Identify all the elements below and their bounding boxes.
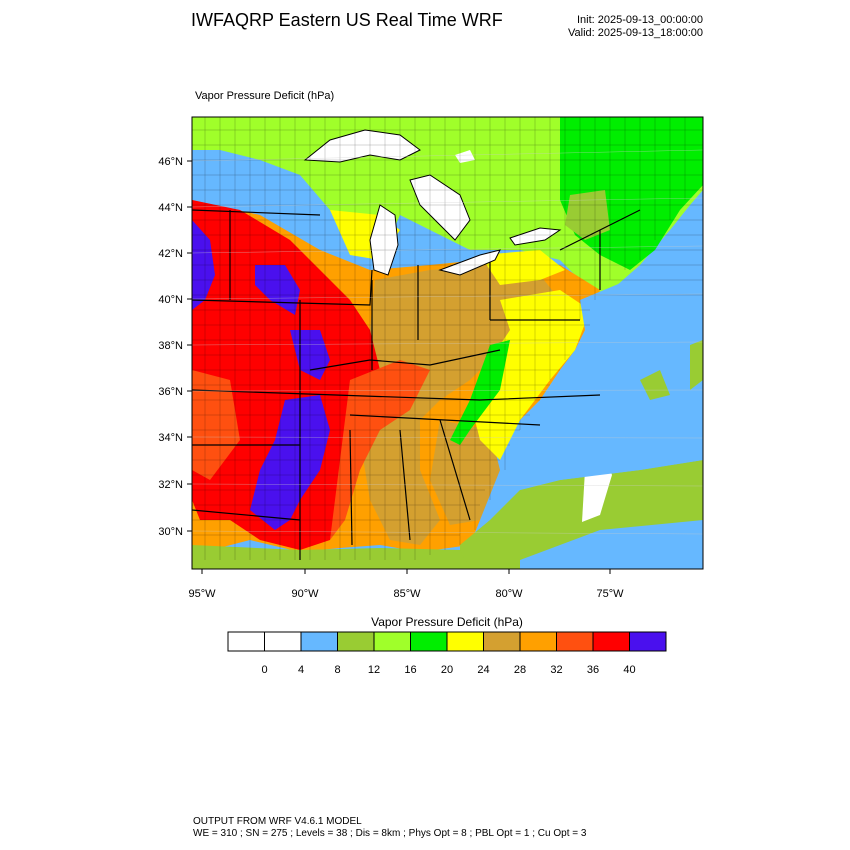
- field-label: Vapor Pressure Deficit (hPa): [195, 90, 335, 102]
- colorbar-tick-label: 40: [623, 664, 635, 676]
- footer-config-line: WE = 310 ; SN = 275 ; Levels = 38 ; Dis …: [193, 828, 587, 839]
- land-yellow-appalachia: [470, 290, 590, 460]
- county-borders: [192, 117, 703, 560]
- colorbar-labels: 0 4 8 12 16 20 24 28 32 36 40: [261, 664, 635, 676]
- lake-huron: [409, 174, 471, 241]
- colorbar-tick-label: 16: [404, 664, 416, 676]
- ocean-south: [520, 520, 703, 569]
- lon-tick-label: 95°W: [188, 588, 216, 600]
- graticule: [192, 149, 703, 535]
- colorbar-bin: [227, 631, 265, 652]
- colorbar-bin: [629, 631, 667, 652]
- lon-tick-label: 80°W: [495, 588, 523, 600]
- lat-tick-label: 46°N: [158, 156, 183, 168]
- lon-tick-label: 90°W: [291, 588, 319, 600]
- colorbar: [227, 631, 667, 652]
- lat-tick-label: 34°N: [158, 432, 183, 444]
- lat-tick-label: 38°N: [158, 340, 183, 352]
- colorbar-bin: [592, 631, 630, 652]
- land-orangered-tx: [192, 370, 240, 480]
- colorbar-bin: [373, 631, 411, 652]
- lat-tick-label: 32°N: [158, 479, 183, 491]
- colorbar-bin: [300, 631, 338, 652]
- colorbar-bin: [446, 631, 484, 652]
- gulf-shelf: [192, 545, 470, 569]
- land-red-west: [192, 200, 380, 550]
- lon-tick-marks: [201, 569, 611, 574]
- lat-tick-label: 30°N: [158, 526, 183, 538]
- lat-tick-label: 36°N: [158, 386, 183, 398]
- lon-tick-label: 75°W: [596, 588, 624, 600]
- lat-tick-label: 40°N: [158, 294, 183, 306]
- offshore-patch-east: [690, 340, 703, 390]
- colorbar-bin: [410, 631, 448, 652]
- valid-time: Valid: 2025-09-13_18:00:00: [568, 27, 703, 39]
- lat-tick-marks: [187, 160, 192, 532]
- map-frame: [191, 116, 704, 570]
- colorbar-tick-label: 28: [514, 664, 526, 676]
- lake-superior: [303, 129, 421, 163]
- offshore-patch: [640, 370, 670, 400]
- land-green-ridge: [450, 340, 510, 445]
- colorbar-tick-label: 20: [441, 664, 453, 676]
- lat-tick-label: 42°N: [158, 248, 183, 260]
- colorbar-bin: [337, 631, 375, 652]
- colorbar-tick-label: 32: [550, 664, 562, 676]
- colorbar-bin: [264, 631, 302, 652]
- colorbar-bin: [483, 631, 521, 652]
- colorbar-bin: [519, 631, 557, 652]
- colorbar-tick-label: 0: [261, 664, 267, 676]
- colorbar-tick-label: 4: [298, 664, 304, 676]
- lat-tick-label: 44°N: [158, 202, 183, 214]
- lake-erie: [438, 249, 501, 276]
- colorbar-bin: [556, 631, 594, 652]
- colorbar-tick-label: 36: [587, 664, 599, 676]
- land-adirondacks: [565, 190, 610, 240]
- land-yellow-ontario: [480, 250, 565, 285]
- colorbar-tick-label: 24: [477, 664, 489, 676]
- vpd-field: [192, 117, 703, 569]
- colorbar-tick-label: 8: [334, 664, 340, 676]
- lon-tick-label: 85°W: [393, 588, 421, 600]
- colorbar-tick-label: 12: [368, 664, 380, 676]
- colorbar-title: Vapor Pressure Deficit (hPa): [371, 615, 523, 629]
- footer-model-line: OUTPUT FROM WRF V4.6.1 MODEL: [193, 816, 362, 827]
- init-time: Init: 2025-09-13_00:00:00: [577, 14, 703, 26]
- main-title: IWFAQRP Eastern US Real Time WRF: [191, 10, 503, 30]
